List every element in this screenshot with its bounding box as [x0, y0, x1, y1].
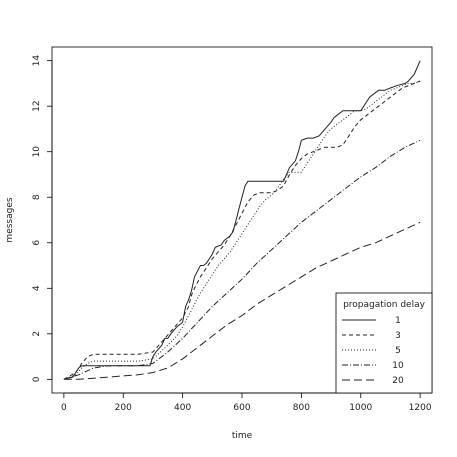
y-tick-label: 8 — [32, 194, 42, 200]
legend-label-5: 5 — [395, 346, 401, 356]
series-line-10 — [63, 139, 421, 380]
x-tick-label: 0 — [61, 403, 67, 413]
series-line-5 — [63, 80, 421, 380]
x-tick-label: 400 — [174, 403, 191, 413]
x-tick-label: 200 — [115, 403, 132, 413]
series-line-3 — [63, 80, 421, 380]
legend-title: propagation delay — [343, 300, 426, 310]
y-tick-label: 0 — [32, 376, 42, 382]
y-axis-title: messages — [5, 197, 15, 242]
legend-label-3: 3 — [395, 331, 401, 341]
legend-label-20: 20 — [392, 376, 404, 386]
x-tick-label: 1000 — [349, 403, 372, 413]
x-axis: 0 200 400 600 800 1000 1200 — [61, 392, 432, 413]
legend-label-10: 10 — [392, 361, 404, 371]
series-group — [63, 60, 421, 380]
series-line-20 — [63, 221, 421, 380]
legend-box — [335, 292, 433, 394]
x-tick-label: 1200 — [409, 403, 432, 413]
y-axis: 0 2 4 6 8 10 12 14 — [32, 55, 53, 382]
x-tick-label: 800 — [293, 403, 310, 413]
legend-label-1: 1 — [395, 316, 401, 326]
y-tick-label: 12 — [32, 100, 42, 111]
legend-items: 1 3 5 10 20 — [342, 316, 404, 386]
y-tick-label: 4 — [32, 285, 42, 291]
legend: propagation delay 1 3 5 10 20 — [335, 292, 433, 394]
y-tick-label: 10 — [32, 146, 42, 158]
x-axis-title: time — [232, 431, 253, 441]
series-line-1 — [63, 60, 421, 380]
y-tick-label: 14 — [32, 55, 42, 67]
y-tick-label: 6 — [32, 240, 42, 246]
x-tick-label: 600 — [233, 403, 250, 413]
y-tick-label: 2 — [32, 331, 42, 337]
